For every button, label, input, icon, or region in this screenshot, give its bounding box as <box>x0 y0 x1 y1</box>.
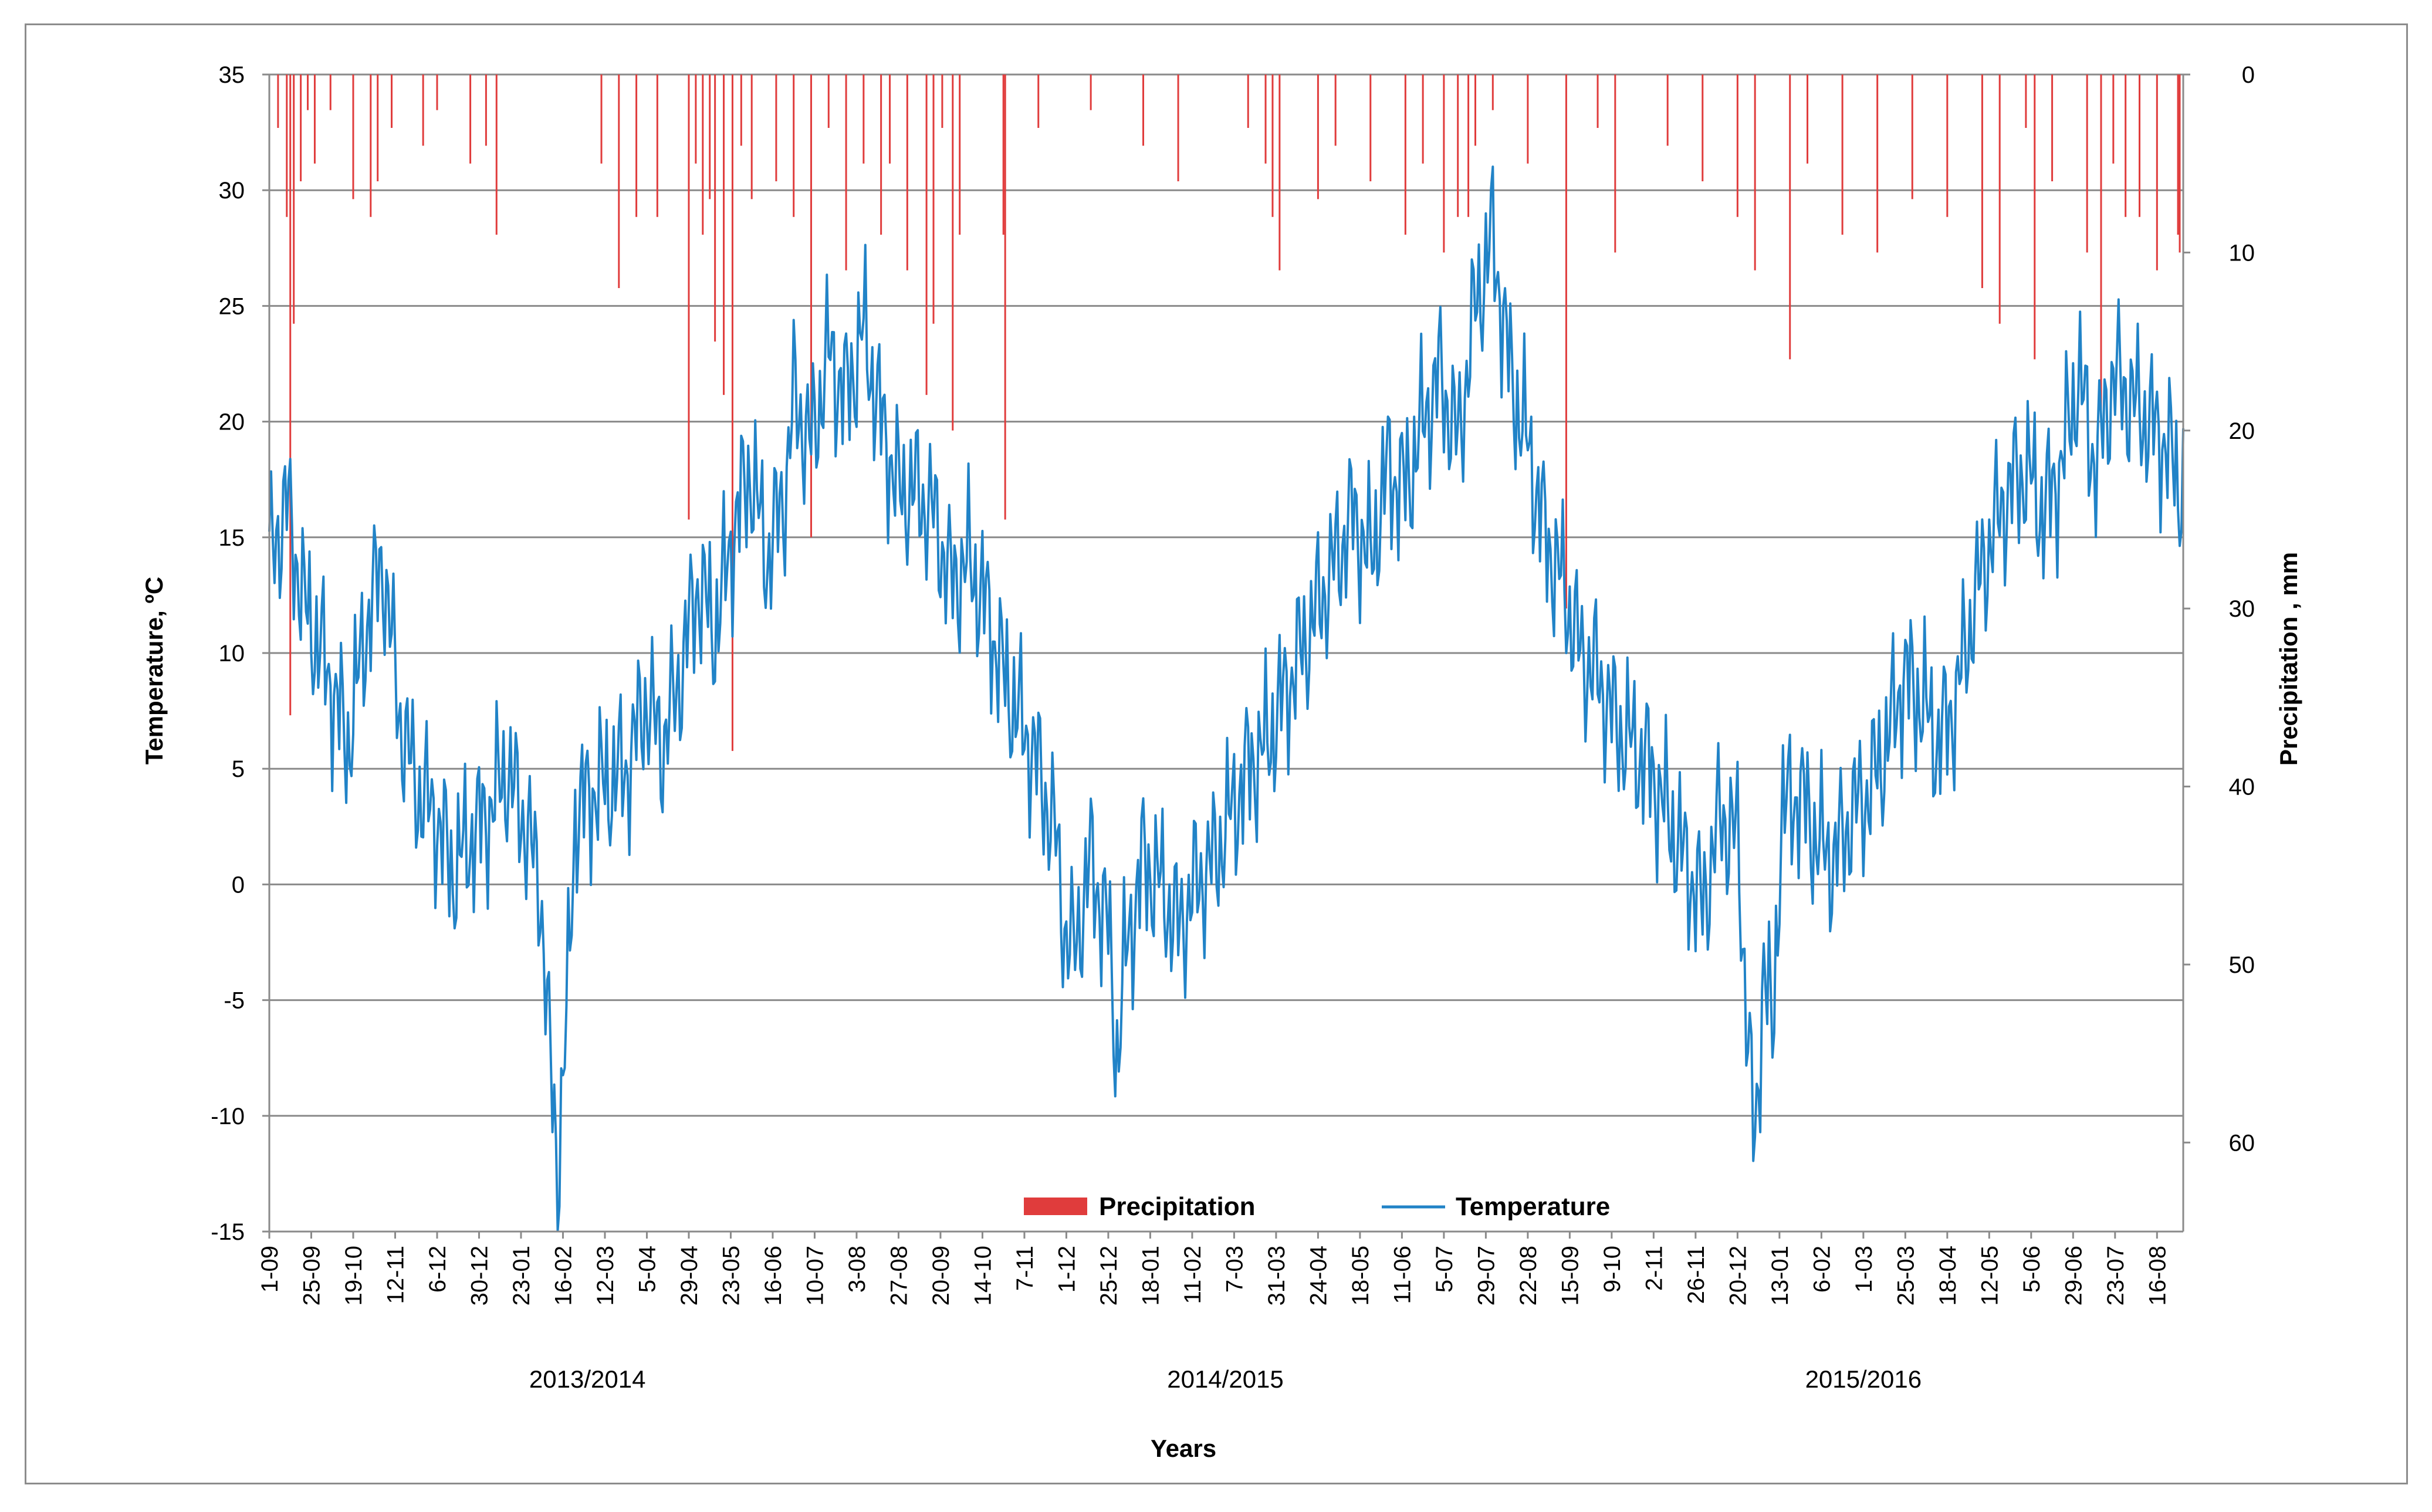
x-tick-label: 11-06 <box>1389 1246 1415 1304</box>
temperature-line <box>268 165 2184 1232</box>
gridlines <box>269 73 2183 1233</box>
x-tick-label: 7-03 <box>1222 1246 1247 1293</box>
x-tick-label: 23-01 <box>509 1246 535 1305</box>
x-tick-label: 30-12 <box>466 1246 492 1305</box>
season-label: 2015/2016 <box>1805 1365 1922 1393</box>
y-axis-left-title: Temperature, ºC <box>140 577 168 765</box>
y-left-tick-label: 30 <box>219 178 245 204</box>
y-left-tick-label: 15 <box>219 525 245 551</box>
x-tick-label: 5-07 <box>1432 1246 1457 1293</box>
y-left-tick-label: 35 <box>219 62 245 88</box>
y-right-tick-label: 10 <box>2229 240 2255 266</box>
x-tick-label: 27-08 <box>886 1246 912 1305</box>
legend: Precipitation Temperature <box>1024 1192 1610 1221</box>
y-left-tick-label: 25 <box>219 293 245 319</box>
x-tick-label: 18-05 <box>1348 1246 1374 1305</box>
x-tick-label: 5-04 <box>634 1246 660 1293</box>
legend-label-temperature: Temperature <box>1456 1192 1610 1221</box>
x-tick-label: 25-09 <box>299 1246 324 1305</box>
x-tick-label: 19-10 <box>341 1246 367 1305</box>
x-tick-label: 2-11 <box>1641 1246 1667 1291</box>
x-tick-label: 5-06 <box>2019 1246 2045 1293</box>
x-tick-label: 20-09 <box>928 1246 954 1305</box>
legend-swatch-precipitation <box>1024 1198 1087 1215</box>
x-tick-label: 6-12 <box>425 1246 451 1293</box>
y-right-tick-label: 50 <box>2229 952 2255 978</box>
x-tick-label: 18-04 <box>1935 1246 1961 1305</box>
left-axis-ticks: 35 30 25 20 15 10 5 0 -5 -10 -15 <box>211 62 269 1245</box>
x-tick-label: 12-03 <box>593 1246 618 1305</box>
x-tick-label: 10-07 <box>802 1246 828 1305</box>
y-left-tick-label: 20 <box>219 410 245 435</box>
y-left-tick-label: -15 <box>211 1219 245 1245</box>
x-tick-label: 14-10 <box>970 1246 996 1305</box>
y-right-tick-label: 30 <box>2229 596 2255 622</box>
y-right-tick-label: 20 <box>2229 418 2255 444</box>
y-right-tick-label: 60 <box>2229 1130 2255 1156</box>
x-tick-label: 16-02 <box>550 1246 576 1305</box>
x-tick-label: 12-11 <box>383 1246 408 1304</box>
y-left-tick-label: 0 <box>232 872 245 898</box>
x-axis-ticks: 1-09 25-09 19-10 12-11 6-12 30-12 23-01 16-02 12… <box>257 1232 2170 1305</box>
x-tick-label: 25-03 <box>1893 1246 1919 1305</box>
x-tick-label: 1-03 <box>1851 1246 1877 1293</box>
x-tick-label: 29-07 <box>1473 1246 1499 1305</box>
x-tick-label: 6-02 <box>1809 1246 1835 1293</box>
x-tick-label: 16-08 <box>2145 1246 2170 1305</box>
x-tick-label: 11-02 <box>1180 1246 1206 1304</box>
x-tick-label: 16-06 <box>760 1246 786 1305</box>
temperature-series-line <box>268 165 2184 1232</box>
y-right-tick-label: 0 <box>2242 62 2255 88</box>
season-label: 2014/2015 <box>1167 1365 1284 1393</box>
x-tick-label: 18-01 <box>1138 1246 1163 1305</box>
x-tick-label: 12-05 <box>1977 1246 2003 1305</box>
x-tick-label: 29-06 <box>2061 1246 2086 1305</box>
x-tick-label: 26-11 <box>1683 1246 1709 1304</box>
x-tick-label: 31-03 <box>1264 1246 1290 1305</box>
precipitation-bars <box>277 75 2181 751</box>
y-axis-right-title: Precipitation , mm <box>2275 552 2302 766</box>
y-left-tick-label: 5 <box>232 756 245 782</box>
x-axis-title: Years <box>1151 1435 1216 1462</box>
y-left-tick-label: -5 <box>224 988 245 1014</box>
x-tick-label: 1-09 <box>257 1246 283 1293</box>
x-tick-label: 13-01 <box>1767 1246 1793 1305</box>
x-tick-label: 7-11 <box>1012 1246 1038 1291</box>
x-tick-label: 23-07 <box>2103 1246 2129 1305</box>
x-tick-label: 15-09 <box>1557 1246 1583 1305</box>
y-left-tick-label: -10 <box>211 1104 245 1129</box>
x-tick-label: 9-10 <box>1599 1246 1625 1293</box>
x-tick-label: 1-12 <box>1054 1246 1080 1293</box>
y-right-tick-label: 40 <box>2229 774 2255 800</box>
x-tick-label: 29-04 <box>677 1246 702 1305</box>
x-tick-label: 3-08 <box>844 1246 870 1293</box>
legend-label-precipitation: Precipitation <box>1099 1192 1256 1221</box>
x-tick-label: 23-05 <box>718 1246 744 1305</box>
y-left-tick-label: 10 <box>219 641 245 667</box>
season-labels: 2013/2014 2014/2015 2015/2016 <box>529 1365 1922 1393</box>
season-label: 2013/2014 <box>529 1365 646 1393</box>
right-axis-ticks: 0 10 20 30 40 50 60 <box>2183 62 2255 1156</box>
chart-frame: 35 30 25 20 15 10 5 0 -5 -10 -15 0 10 20 30 40 50 60 1-0… <box>25 23 2408 1484</box>
x-tick-label: 25-12 <box>1096 1246 1122 1305</box>
x-tick-label: 20-12 <box>1725 1246 1751 1305</box>
x-tick-label: 24-04 <box>1305 1246 1331 1305</box>
x-tick-label: 22-08 <box>1516 1246 1541 1305</box>
